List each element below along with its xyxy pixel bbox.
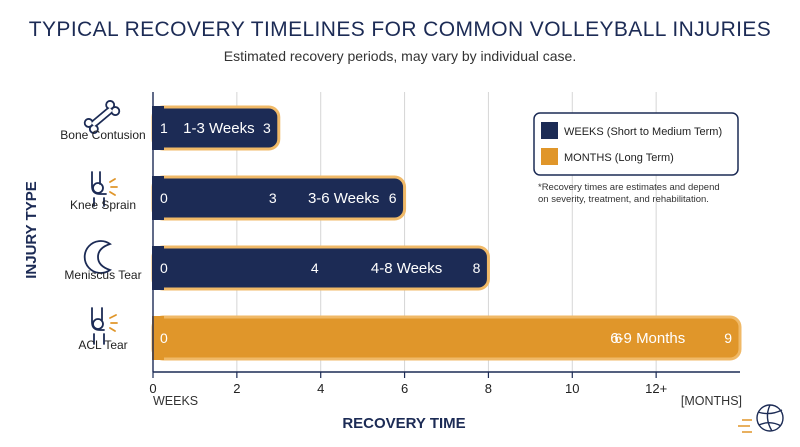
bar-group-3: 0 9 66-9 Months [151,315,742,361]
x-unit-months: [MONTHS] [681,394,742,408]
bar-end-label-2: 8 [473,260,481,276]
x-unit-weeks: WEEKS [153,394,198,408]
legend-label-months: MONTHS (Long Term) [564,152,674,164]
bar-end-label-3: 9 [724,330,732,346]
x-axis: 0 2 4 6 8 10 12+ [149,92,740,396]
bar-flat-edge-0 [152,106,164,150]
x-tick-label-3: 6 [401,381,408,396]
bar-start-label-2: 0 [160,260,168,276]
x-tick-label-4: 8 [485,381,492,396]
category-label-0: Bone Contusion [60,128,145,142]
bar-range-label-3: 6-9 Months [610,330,685,347]
category-label-2: Meniscus Tear [64,268,141,282]
bar-start-label-1: 0 [160,190,168,206]
bar-flat-edge-2 [152,246,164,290]
legend-swatch-months [541,148,558,165]
recovery-note: *Recovery times are estimates and depend… [538,182,720,205]
bar-end-label-1: 6 [389,190,397,206]
bar-mid-label-2: 4 [311,260,319,276]
bar-group-0: 1 3 1-3 Weeks [151,105,281,151]
x-tick-label-0: 0 [149,381,156,396]
recovery-note-line-1: on severity, treatment, and rehabilitati… [538,194,709,205]
bar-end-label-0: 3 [263,120,271,136]
x-axis-title: RECOVERY TIME [342,415,465,432]
bar-range-label-1: 3-6 Weeks [308,190,379,207]
volleyball-icon [738,404,784,433]
category-label-1: Knee Sprain [70,198,136,212]
bar-mid-label-3: 6 [615,330,623,346]
x-tick-label-6: 12+ [645,381,667,396]
meniscus-icon [83,240,112,274]
x-tick-label-5: 10 [565,381,579,396]
bar-group-1: 0 6 3 3-6 Weeks [151,175,407,221]
chart-title: TYPICAL RECOVERY TIMELINES FOR COMMON VO… [28,18,772,41]
acl-knee-icon [91,307,118,345]
bone-icon [83,100,121,134]
recovery-note-line-0: *Recovery times are estimates and depend [538,182,720,193]
bar-flat-edge-3 [152,316,164,360]
bar-start-label-3: 0 [160,330,168,346]
legend-box [533,112,739,176]
x-tick-label-1: 2 [233,381,240,396]
category-label-3: ACL Tear [78,338,127,352]
legend-label-weeks: WEEKS (Short to Medium Term) [564,126,722,138]
category-icons [83,100,121,345]
x-tick-label-2: 4 [317,381,324,396]
bar-range-label-0: 1-3 Weeks [183,120,254,137]
bar-flat-edge-1 [152,176,164,220]
bar-group-2: 0 8 4 4-8 Weeks [151,245,490,291]
y-axis-title: INJURY TYPE [23,181,40,279]
bar-start-label-0: 1 [160,120,168,136]
bar-range-label-2: 4-8 Weeks [371,260,442,277]
bar-mid-label-1: 3 [269,190,277,206]
category-labels: Bone Contusion Knee Sprain Meniscus Tear AC… [60,128,145,352]
legend: WEEKS (Short to Medium Term) MONTHS (Lon… [533,112,739,176]
knee-sprain-icon [91,171,118,207]
legend-swatch-weeks [541,122,558,139]
chart-subtitle: Estimated recovery periods, may vary by … [223,48,577,64]
